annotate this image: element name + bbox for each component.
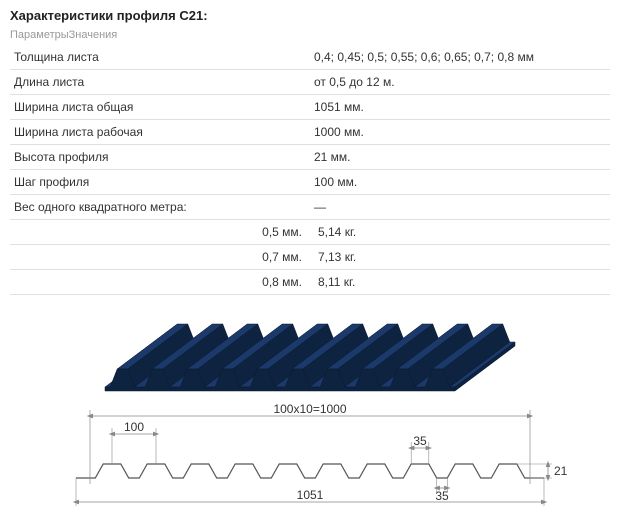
subrow-label: 0,5 мм. — [10, 220, 310, 245]
table-header: ПараметрыЗначения — [10, 29, 618, 41]
profile-2d-diagram: 100x10=1000 100 35 35 21 1051 — [50, 400, 570, 510]
profile-3d-diagram — [100, 303, 520, 393]
table-row: Высота профиля21 мм. — [10, 145, 610, 170]
row-label: Длина листа — [10, 70, 310, 95]
row-value: от 0,5 до 12 м. — [310, 70, 610, 95]
header-values: Значения — [69, 29, 118, 41]
table-row: Ширина листа общая1051 мм. — [10, 95, 610, 120]
table-row: Вес одного квадратного метра:— — [10, 195, 610, 220]
subrow-value: 8,11 кг. — [310, 270, 610, 295]
row-label: Ширина листа рабочая — [10, 120, 310, 145]
row-value: 0,4; 0,45; 0,5; 0,55; 0,6; 0,65; 0,7; 0,… — [310, 45, 610, 70]
svg-text:35: 35 — [435, 489, 449, 503]
subrow-label: 0,8 мм. — [10, 270, 310, 295]
subrow-value: 5,14 кг. — [310, 220, 610, 245]
table-subrow: 0,7 мм.7,13 кг. — [10, 245, 610, 270]
table-subrow: 0,5 мм.5,14 кг. — [10, 220, 610, 245]
svg-text:21: 21 — [554, 464, 568, 478]
row-label: Ширина листа общая — [10, 95, 310, 120]
table-row: Толщина листа0,4; 0,45; 0,5; 0,55; 0,6; … — [10, 45, 610, 70]
diagram-area: 100x10=1000 100 35 35 21 1051 — [10, 303, 610, 513]
svg-text:100: 100 — [124, 420, 144, 434]
row-value: — — [310, 195, 610, 220]
row-label: Вес одного квадратного метра: — [10, 195, 310, 220]
table-row: Длина листаот 0,5 до 12 м. — [10, 70, 610, 95]
row-value: 100 мм. — [310, 170, 610, 195]
row-label: Толщина листа — [10, 45, 310, 70]
table-subrow: 0,8 мм.8,11 кг. — [10, 270, 610, 295]
subrow-label: 0,7 мм. — [10, 245, 310, 270]
svg-text:35: 35 — [413, 434, 427, 448]
row-label: Шаг профиля — [10, 170, 310, 195]
page-title: Характеристики профиля С21: — [10, 8, 618, 23]
table-row: Шаг профиля100 мм. — [10, 170, 610, 195]
row-value: 1000 мм. — [310, 120, 610, 145]
header-params: Параметры — [10, 29, 69, 41]
row-value: 21 мм. — [310, 145, 610, 170]
svg-text:1051: 1051 — [297, 488, 324, 502]
subrow-value: 7,13 кг. — [310, 245, 610, 270]
svg-text:100x10=1000: 100x10=1000 — [273, 402, 346, 416]
spec-table: Толщина листа0,4; 0,45; 0,5; 0,55; 0,6; … — [10, 45, 610, 295]
row-value: 1051 мм. — [310, 95, 610, 120]
row-label: Высота профиля — [10, 145, 310, 170]
table-row: Ширина листа рабочая1000 мм. — [10, 120, 610, 145]
